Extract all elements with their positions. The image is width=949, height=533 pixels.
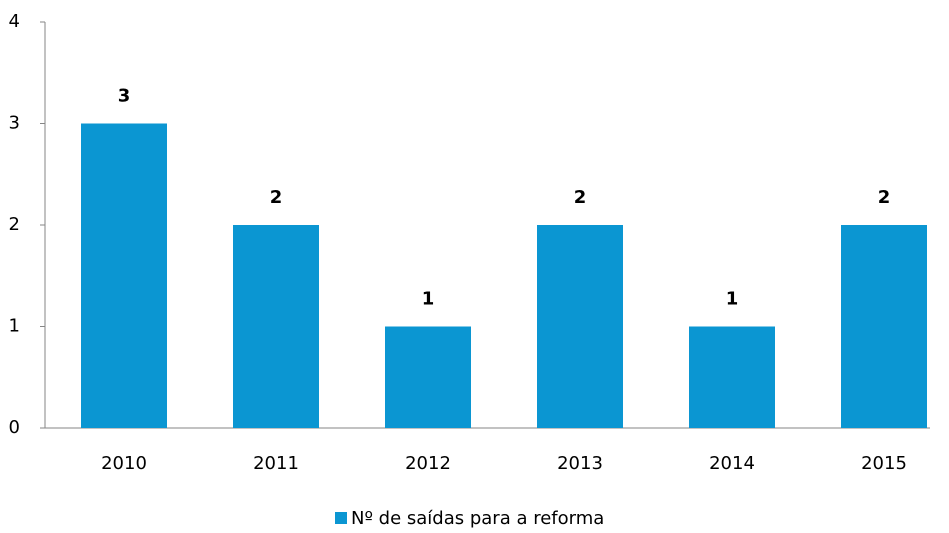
bar <box>385 326 471 428</box>
x-tick-label: 2010 <box>101 453 147 474</box>
legend-swatch <box>335 512 347 524</box>
legend-label: Nº de saídas para a reforma <box>351 508 604 529</box>
y-tick-label: 1 <box>9 316 20 337</box>
data-label: 1 <box>422 289 435 310</box>
x-tick-label: 2014 <box>709 453 755 474</box>
x-tick-label: 2013 <box>557 453 603 474</box>
bar <box>841 225 927 428</box>
data-label: 3 <box>118 86 131 107</box>
data-label: 2 <box>574 187 587 208</box>
data-label: 2 <box>270 187 283 208</box>
bar <box>233 225 319 428</box>
x-tick-label: 2015 <box>861 453 907 474</box>
data-label: 1 <box>726 289 739 310</box>
bar <box>689 326 775 428</box>
y-tick-label: 4 <box>9 11 20 32</box>
y-tick-label: 0 <box>9 417 20 438</box>
x-tick-label: 2011 <box>253 453 299 474</box>
x-tick-label: 2012 <box>405 453 451 474</box>
y-tick-label: 3 <box>9 113 20 134</box>
bar <box>537 225 623 428</box>
data-label: 2 <box>878 187 891 208</box>
y-tick-label: 2 <box>9 214 20 235</box>
bar <box>81 123 167 428</box>
